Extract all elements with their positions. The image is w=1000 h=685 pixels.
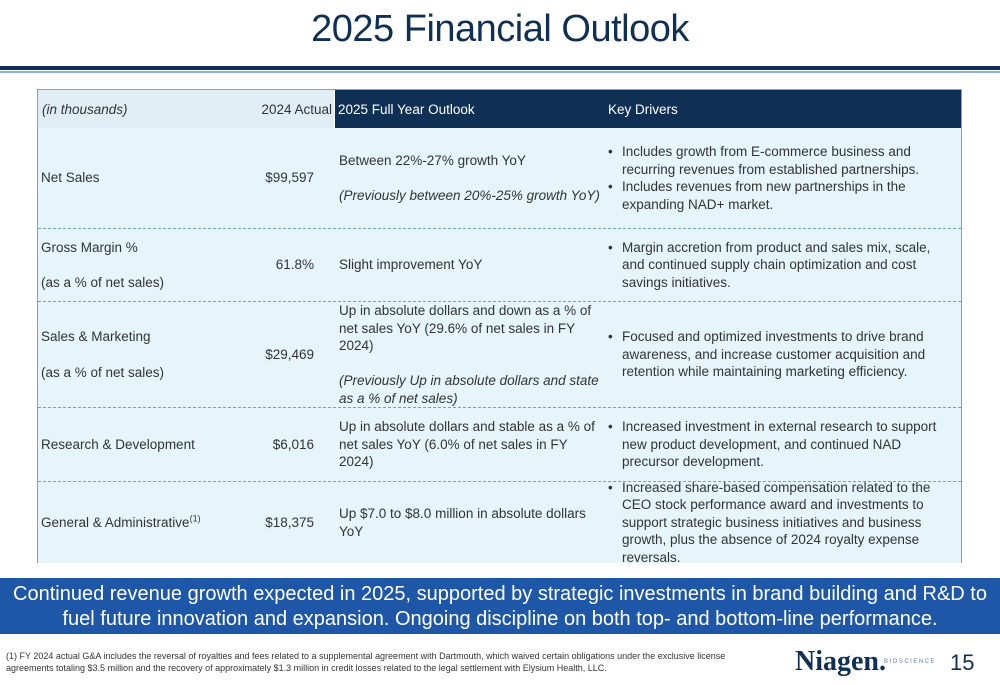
outlook-text: Between 22%-27% growth YoY xyxy=(339,152,526,168)
outlook-previous: (Previously Up in absolute dollars and s… xyxy=(339,373,599,406)
table-row-research-development: Research & Development $6,016 Up in abso… xyxy=(38,407,961,481)
outlook-text: Slight improvement YoY xyxy=(339,257,483,273)
outlook-text: Up in absolute dollars and down as a % o… xyxy=(339,303,592,353)
row-drivers: Margin accretion from product and sales … xyxy=(608,229,953,301)
metric-label: Net Sales xyxy=(41,170,100,186)
outlook-table: (in thousands) 2024 Actual 2025 Full Yea… xyxy=(37,89,962,565)
summary-banner: Continued revenue growth expected in 202… xyxy=(0,578,1000,634)
row-actual: $18,375 xyxy=(234,482,314,563)
actual-value: $6,016 xyxy=(272,436,314,452)
metric-sublabel: (as a % of net sales) xyxy=(41,275,165,290)
row-drivers: Increased investment in external researc… xyxy=(608,408,953,481)
row-outlook: Up $7.0 to $8.0 million in absolute doll… xyxy=(339,482,601,563)
row-actual: $99,597 xyxy=(234,128,314,228)
metric-label: Gross Margin % xyxy=(41,239,138,255)
row-outlook: Up in absolute dollars and stable as a %… xyxy=(339,408,601,481)
outlook-text: Up in absolute dollars and stable as a %… xyxy=(339,419,595,470)
title-divider xyxy=(0,66,1000,70)
row-actual: $29,469 xyxy=(234,302,314,407)
driver-bullet: Includes growth from E-commerce business… xyxy=(608,143,953,178)
header-2024-actual: 2024 Actual xyxy=(188,90,334,128)
metric-label-text: General & Administrative xyxy=(41,514,190,530)
header-key-drivers: Key Drivers xyxy=(605,90,961,128)
driver-bullet: Increased investment in external researc… xyxy=(608,418,953,471)
row-outlook: Up in absolute dollars and down as a % o… xyxy=(339,302,601,407)
row-outlook: Slight improvement YoY xyxy=(339,229,601,301)
company-logo: Niagen. xyxy=(795,646,886,677)
table-row-gross-margin: Gross Margin % (as a % of net sales) 61.… xyxy=(38,228,961,301)
table-row-general-administrative: General & Administrative(1) $18,375 Up $… xyxy=(38,479,961,565)
header-2025-outlook: 2025 Full Year Outlook xyxy=(335,90,605,128)
row-actual: $6,016 xyxy=(234,408,314,481)
header-units: (in thousands) xyxy=(38,90,188,128)
row-drivers: Includes growth from E-commerce business… xyxy=(608,128,953,228)
metric-label: Sales & Marketing xyxy=(41,329,151,344)
row-metric: Gross Margin % (as a % of net sales) xyxy=(41,229,261,301)
actual-value: $29,469 xyxy=(265,346,314,362)
driver-bullet: Margin accretion from product and sales … xyxy=(608,239,953,292)
driver-bullet: Increased share-based compensation relat… xyxy=(608,479,953,567)
title-divider-accent xyxy=(0,71,1000,73)
table-header: (in thousands) 2024 Actual 2025 Full Yea… xyxy=(38,90,961,128)
footnote-marker: (1) xyxy=(189,513,201,524)
outlook-text: Up $7.0 to $8.0 million in absolute doll… xyxy=(339,506,586,539)
outlook-previous: (Previously between 20%-25% growth YoY) xyxy=(339,188,600,203)
actual-value: 61.8% xyxy=(275,257,314,273)
actual-value: $18,375 xyxy=(265,514,314,530)
row-outlook: Between 22%-27% growth YoY (Previously b… xyxy=(339,128,601,228)
row-metric: Sales & Marketing (as a % of net sales) xyxy=(41,302,261,407)
metric-label: Research & Development xyxy=(41,436,195,452)
row-metric: General & Administrative(1) xyxy=(41,482,261,563)
company-logo-sub: BIOSCIENCE xyxy=(884,659,937,665)
driver-bullet: Includes revenues from new partnerships … xyxy=(608,178,953,213)
table-row-net-sales: Net Sales $99,597 Between 22%-27% growth… xyxy=(38,128,961,228)
driver-bullet: Focused and optimized investments to dri… xyxy=(608,328,953,381)
table-row-sales-marketing: Sales & Marketing (as a % of net sales) … xyxy=(38,301,961,407)
row-drivers: Increased share-based compensation relat… xyxy=(608,479,953,565)
metric-label: General & Administrative(1) xyxy=(41,514,261,532)
metric-sublabel: (as a % of net sales) xyxy=(41,364,165,380)
actual-value: $99,597 xyxy=(265,170,314,186)
row-drivers: Focused and optimized investments to dri… xyxy=(608,302,953,407)
row-metric: Research & Development xyxy=(41,408,261,481)
page-title: 2025 Financial Outlook xyxy=(311,8,689,50)
page-number: 15 xyxy=(950,650,975,675)
footnote: (1) FY 2024 actual G&A includes the reve… xyxy=(6,651,726,673)
row-metric: Net Sales xyxy=(41,128,261,228)
row-actual: 61.8% xyxy=(234,229,314,301)
